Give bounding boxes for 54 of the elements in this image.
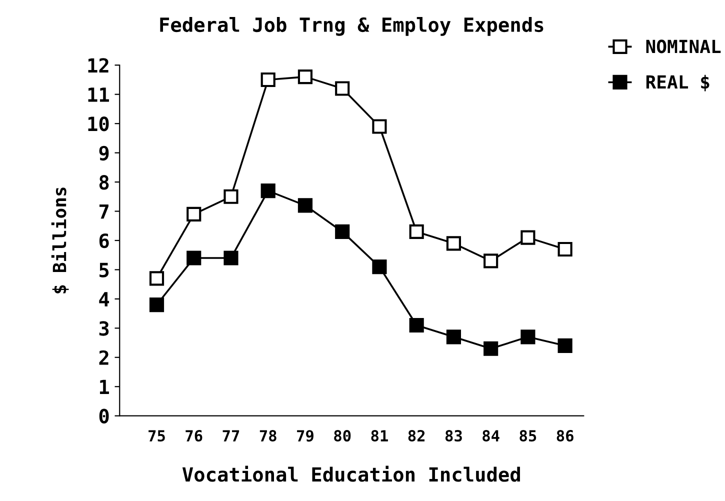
- point: [260, 72, 276, 88]
- x-tick-label: 82: [408, 430, 425, 442]
- y-tick-label: 5: [100, 262, 109, 278]
- y-tick-label: 0: [99, 408, 109, 424]
- y-tick-label: 2: [99, 350, 108, 365]
- x-tick-label: 81: [371, 430, 388, 442]
- legend-label: NOMINAL: [646, 40, 721, 54]
- point: [149, 271, 164, 286]
- chart-title: Federal Job Trng & Employ Expends: [160, 17, 544, 36]
- point: [446, 236, 461, 251]
- y-tick-label: 9: [99, 146, 109, 161]
- point: [335, 81, 350, 96]
- point: [446, 330, 461, 344]
- y-tick-label: 12: [88, 58, 108, 73]
- x-axis-title: Vocational Education Included: [182, 466, 520, 482]
- y-tick-label: 4: [99, 292, 110, 306]
- point: [520, 330, 536, 344]
- point: [520, 230, 536, 245]
- y-tick-label: 3: [99, 321, 109, 336]
- point: [409, 318, 424, 333]
- x-tick-label: 80: [334, 430, 351, 442]
- point: [484, 341, 498, 356]
- y-tick-label: 11: [88, 88, 109, 102]
- x-tick-label: 76: [186, 430, 202, 442]
- y-tick-label: 8: [99, 174, 109, 190]
- point: [409, 224, 424, 240]
- legend-label: REAL $: [646, 74, 710, 92]
- x-tick-label: 75: [148, 430, 165, 442]
- point: [372, 259, 387, 274]
- y-tick-label: 1: [100, 380, 109, 394]
- point: [558, 338, 572, 353]
- y-tick-label: 10: [88, 116, 109, 132]
- point: [558, 242, 572, 257]
- x-tick-label: 79: [297, 430, 314, 442]
- point: [260, 184, 276, 198]
- point: [298, 70, 313, 84]
- x-tick-label: 85: [520, 430, 536, 442]
- point: [335, 224, 350, 240]
- y-tick-label: 6: [99, 233, 109, 248]
- point: [298, 198, 313, 213]
- x-tick-label: 86: [556, 430, 574, 442]
- x-tick-label: 78: [260, 430, 276, 442]
- point: [372, 119, 387, 134]
- y-axis-title: $ Billions: [51, 188, 69, 294]
- x-tick-label: 83: [445, 430, 462, 442]
- point: [186, 206, 202, 222]
- point: [186, 250, 202, 266]
- x-tick-label: 84: [482, 430, 500, 442]
- point: [224, 189, 238, 204]
- point: [484, 254, 498, 268]
- point: [224, 250, 238, 266]
- y-tick-label: 7: [99, 204, 108, 219]
- x-tick-label: 77: [222, 430, 240, 442]
- point: [149, 297, 164, 312]
